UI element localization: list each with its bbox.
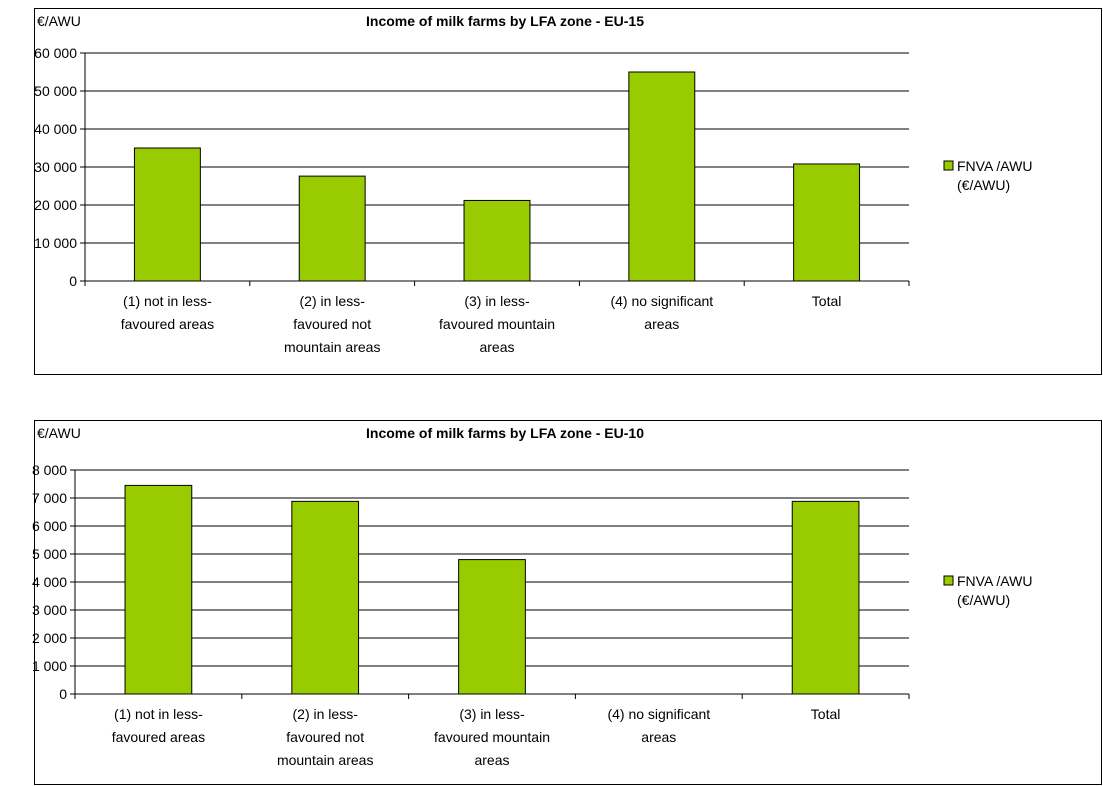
chart-eu15: €/AWU Income of milk farms by LFA zone - … [34, 8, 1102, 375]
chart-eu10-svg: €/AWU Income of milk farms by LFA zone - … [32, 425, 1033, 768]
x-category-label-line: (4) no significant [607, 706, 710, 722]
bar [124, 484, 193, 695]
legend-swatch [943, 160, 954, 171]
y-tick-label: 50 000 [34, 83, 77, 99]
y-tick-label: 0 [69, 273, 77, 289]
x-category-label-line: (2) in less- [300, 293, 366, 309]
bar [793, 163, 861, 282]
legend-label-line: FNVA /AWU [957, 573, 1032, 589]
bar [791, 500, 860, 695]
bar [458, 559, 526, 695]
x-category-label-line: (1) not in less- [123, 293, 212, 309]
x-category-label: (2) in less-favoured not mountain areas [284, 293, 381, 355]
x-category-label: (1) not in less-favoured areas [121, 293, 214, 332]
x-category-label-line: (2) in less- [293, 706, 359, 722]
x-category-label-line: areas [644, 316, 679, 332]
x-category-label-line: areas [641, 729, 676, 745]
y-tick-label: 5 000 [32, 546, 67, 562]
chart-eu10: €/AWU Income of milk farms by LFA zone - … [32, 420, 1102, 785]
legend-label: FNVA /AWU (€/AWU) [957, 158, 1032, 193]
x-category-label-line: Total [812, 293, 842, 309]
x-category-label: Total [811, 706, 841, 722]
x-category-label-line: Total [811, 706, 841, 722]
bar [133, 147, 201, 282]
y-tick-label: 3 000 [32, 602, 67, 618]
bar [298, 175, 366, 282]
x-category-label-line: mountain areas [277, 752, 374, 768]
x-category-label-line: areas [479, 339, 514, 355]
chart-title: Income of milk farms by LFA zone - EU-15 [366, 13, 644, 29]
x-category-label: (3) in less-favoured mountain areas [434, 706, 550, 768]
y-tick-label: 2 000 [32, 630, 67, 646]
x-category-label-line: areas [474, 752, 509, 768]
x-category-label-line: favoured areas [121, 316, 214, 332]
chart-title: Income of milk farms by LFA zone - EU-10 [366, 425, 644, 441]
y-tick-label: 10 000 [34, 235, 77, 251]
legend-swatch [943, 575, 954, 586]
x-category-label-line: favoured not [286, 729, 364, 745]
x-category-label-line: (3) in less- [464, 293, 530, 309]
y-tick-label: 6 000 [32, 518, 67, 534]
y-tick-label: 60 000 [34, 45, 77, 61]
y-tick-label: 30 000 [34, 159, 77, 175]
x-category-label: (1) not in less-favoured areas [112, 706, 205, 745]
y-tick-label: 20 000 [34, 197, 77, 213]
y-tick-label: 7 000 [32, 490, 67, 506]
x-category-label-line: favoured mountain [434, 729, 550, 745]
x-category-label-line: (4) no significant [610, 293, 713, 309]
y-tick-label: 4 000 [32, 574, 67, 590]
x-category-label-line: favoured areas [112, 729, 205, 745]
y-tick-label: 8 000 [32, 462, 67, 478]
bar [628, 71, 696, 282]
x-category-label-line: favoured mountain [439, 316, 555, 332]
bar [291, 500, 360, 695]
y-axis-unit-label: €/AWU [37, 13, 81, 29]
legend-label-line: FNVA /AWU [957, 158, 1032, 174]
y-tick-label: 0 [59, 686, 67, 702]
y-tick-label: 40 000 [34, 121, 77, 137]
x-category-label-line: mountain areas [284, 339, 381, 355]
x-category-label: (4) no significant areas [607, 706, 710, 745]
chart-eu15-svg: €/AWU Income of milk farms by LFA zone - … [34, 13, 1032, 355]
legend-label: FNVA /AWU (€/AWU) [957, 573, 1032, 608]
legend-label-line: (€/AWU) [957, 592, 1010, 608]
y-axis-unit-label: €/AWU [37, 425, 81, 441]
x-category-label: Total [812, 293, 842, 309]
x-category-label-line: favoured not [293, 316, 371, 332]
x-category-label: (3) in less-favoured mountain areas [439, 293, 555, 355]
x-category-label: (4) no significant areas [610, 293, 713, 332]
y-tick-label: 1 000 [32, 658, 67, 674]
x-category-label: (2) in less-favoured not mountain areas [277, 706, 374, 768]
legend-label-line: (€/AWU) [957, 177, 1010, 193]
bar [463, 199, 531, 282]
x-category-label-line: (1) not in less- [114, 706, 203, 722]
x-category-label-line: (3) in less- [459, 706, 525, 722]
